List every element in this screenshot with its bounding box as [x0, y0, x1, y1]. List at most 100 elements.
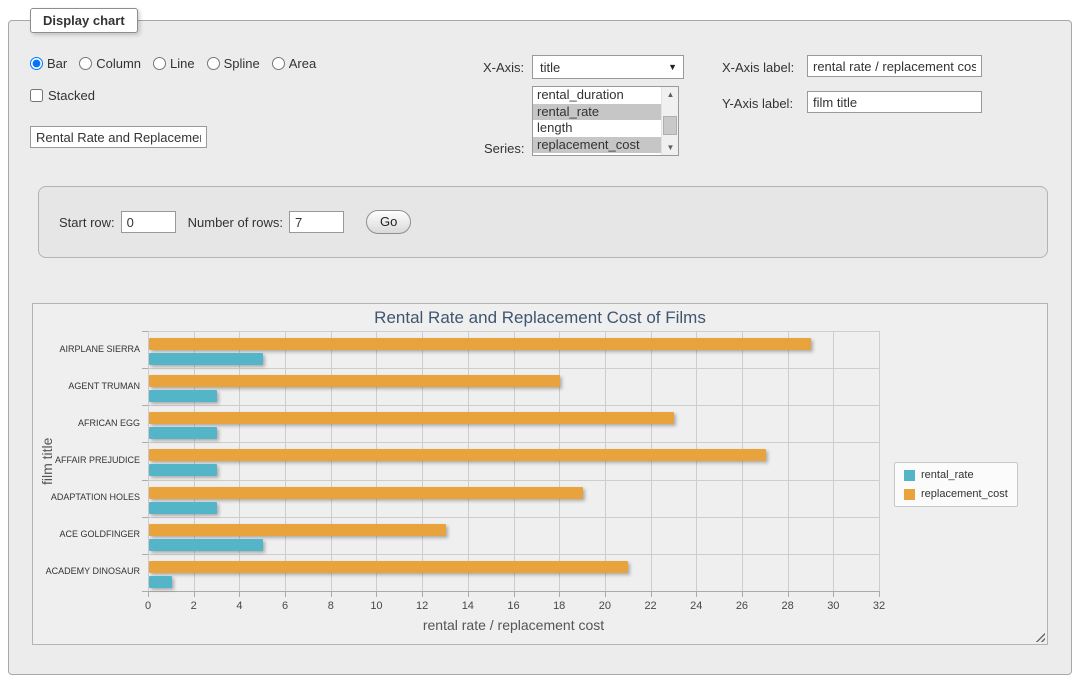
x-axis-tick-label: 24 [676, 600, 716, 612]
x-axis-tick-label: 26 [722, 600, 762, 612]
series-option-replacement_cost[interactable]: replacement_cost [533, 137, 663, 154]
chart-type-option-line[interactable]: Line [153, 56, 195, 71]
series-option-rental_rate[interactable]: rental_rate [533, 104, 663, 121]
bar-rental_rate [149, 390, 217, 402]
gridline-vertical [148, 331, 149, 591]
chart-type-radio-area[interactable] [272, 57, 285, 70]
legend-item-replacement_cost[interactable]: replacement_cost [904, 488, 1008, 500]
x-axis-tick-label: 4 [219, 600, 259, 612]
y-axis-tick [142, 405, 148, 406]
chart-type-label: Bar [47, 56, 67, 71]
y-axis-tick [142, 480, 148, 481]
y-axis-tick [142, 442, 148, 443]
go-button[interactable]: Go [366, 210, 411, 234]
scroll-up-icon[interactable]: ▲ [662, 87, 679, 102]
y-axis-label-input[interactable] [807, 91, 982, 113]
stacked-label: Stacked [48, 88, 95, 103]
gridline-horizontal [148, 368, 879, 369]
x-axis-tick-label: 18 [539, 600, 579, 612]
gridline-horizontal [148, 517, 879, 518]
resize-grip-icon[interactable] [1034, 631, 1045, 642]
rows-panel: Start row: Number of rows: Go [38, 186, 1048, 258]
gridline-vertical [879, 331, 880, 591]
category-label: AFRICAN EGG [33, 418, 140, 428]
chart-type-option-spline[interactable]: Spline [207, 56, 260, 71]
chart-legend: rental_rate replacement_cost [894, 462, 1018, 507]
gridline-horizontal [148, 480, 879, 481]
legend-label: rental_rate [921, 469, 974, 481]
x-axis-label-caption: X-Axis label: [722, 60, 794, 75]
num-rows-input[interactable] [289, 211, 344, 233]
chart-type-radio-bar[interactable] [30, 57, 43, 70]
legend-label: replacement_cost [921, 488, 1008, 500]
x-axis-tick-label: 30 [813, 600, 853, 612]
category-label: AIRPLANE SIERRA [33, 344, 140, 354]
series-option-rental_duration[interactable]: rental_duration [533, 87, 663, 104]
x-axis-label-input[interactable] [807, 55, 982, 77]
listbox-scrollbar[interactable]: ▲ ▼ [661, 87, 678, 155]
x-axis-select[interactable]: title ▼ [532, 55, 684, 79]
x-axis-select-label: X-Axis: [483, 60, 524, 75]
bar-rental_rate [149, 576, 172, 588]
category-label: AFFAIR PREJUDICE [33, 455, 140, 465]
start-row-label: Start row: [59, 215, 115, 230]
category-label: ADAPTATION HOLES [33, 492, 140, 502]
fieldset-legend: Display chart [30, 8, 138, 33]
chart-type-label: Spline [224, 56, 260, 71]
x-axis-tick-label: 10 [356, 600, 396, 612]
gridline-horizontal [148, 331, 879, 332]
y-axis-label-caption: Y-Axis label: [722, 96, 793, 111]
bar-rental_rate [149, 353, 263, 365]
chevron-down-icon: ▼ [668, 62, 677, 72]
x-axis-tick-label: 6 [265, 600, 305, 612]
gridline-horizontal [148, 554, 879, 555]
x-axis-tick-label: 8 [311, 600, 351, 612]
series-listbox-label: Series: [484, 141, 524, 156]
chart-x-axis-title: rental rate / replacement cost [148, 617, 879, 633]
scrollbar-thumb[interactable] [663, 116, 677, 135]
category-label: ACE GOLDFINGER [33, 529, 140, 539]
x-axis-tick [879, 591, 880, 597]
start-row-input[interactable] [121, 211, 176, 233]
x-axis-tick-label: 0 [128, 600, 168, 612]
scroll-down-icon[interactable]: ▼ [662, 140, 679, 155]
chart-type-label: Area [289, 56, 316, 71]
gridline-horizontal [148, 405, 879, 406]
bar-replacement_cost [149, 449, 766, 461]
series-option-length[interactable]: length [533, 120, 663, 137]
bar-replacement_cost [149, 524, 446, 536]
x-axis-line [148, 591, 879, 592]
chart-title-input[interactable] [30, 126, 207, 148]
legend-item-rental_rate[interactable]: rental_rate [904, 469, 1008, 481]
bar-replacement_cost [149, 375, 560, 387]
bar-rental_rate [149, 464, 217, 476]
num-rows-label: Number of rows: [188, 215, 283, 230]
x-axis-tick-label: 20 [585, 600, 625, 612]
y-axis-tick [142, 331, 148, 332]
x-axis-tick-label: 22 [631, 600, 671, 612]
chart-type-label: Line [170, 56, 195, 71]
x-axis-tick-label: 28 [768, 600, 808, 612]
chart-type-option-column[interactable]: Column [79, 56, 141, 71]
bar-replacement_cost [149, 338, 811, 350]
x-axis-tick-label: 12 [402, 600, 442, 612]
bar-replacement_cost [149, 412, 674, 424]
gridline-horizontal [148, 442, 879, 443]
bar-rental_rate [149, 427, 217, 439]
y-axis-tick [142, 517, 148, 518]
stacked-checkbox[interactable] [30, 89, 43, 102]
chart-container: Rental Rate and Replacement Cost of Film… [32, 303, 1048, 645]
chart-type-radio-column[interactable] [79, 57, 92, 70]
legend-swatch-icon [904, 470, 915, 481]
series-listbox[interactable]: rental_durationrental_ratelengthreplacem… [532, 86, 679, 156]
chart-type-option-bar[interactable]: Bar [30, 56, 67, 71]
bar-rental_rate [149, 502, 217, 514]
stacked-option[interactable]: Stacked [30, 88, 95, 103]
x-axis-tick-label: 16 [494, 600, 534, 612]
bar-rental_rate [149, 539, 263, 551]
bar-replacement_cost [149, 487, 583, 499]
chart-type-radio-line[interactable] [153, 57, 166, 70]
chart-type-option-area[interactable]: Area [272, 56, 316, 71]
category-label: ACADEMY DINOSAUR [33, 566, 140, 576]
chart-type-radio-spline[interactable] [207, 57, 220, 70]
